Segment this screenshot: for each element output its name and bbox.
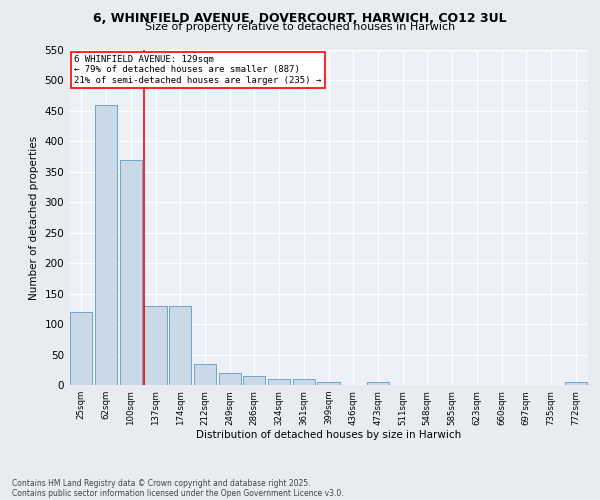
Bar [95, 105, 117, 385]
Bar [169, 306, 191, 385]
Bar [243, 376, 265, 385]
Text: Size of property relative to detached houses in Harwich: Size of property relative to detached ho… [145, 22, 455, 32]
Bar [293, 379, 315, 385]
X-axis label: Distribution of detached houses by size in Harwich: Distribution of detached houses by size … [196, 430, 461, 440]
Bar [70, 312, 92, 385]
Text: Contains public sector information licensed under the Open Government Licence v3: Contains public sector information licen… [12, 488, 344, 498]
Bar [194, 364, 216, 385]
Bar [218, 373, 241, 385]
Text: Contains HM Land Registry data © Crown copyright and database right 2025.: Contains HM Land Registry data © Crown c… [12, 478, 311, 488]
Text: 6 WHINFIELD AVENUE: 129sqm
← 79% of detached houses are smaller (887)
21% of sem: 6 WHINFIELD AVENUE: 129sqm ← 79% of deta… [74, 55, 322, 85]
Bar [268, 379, 290, 385]
Bar [119, 160, 142, 385]
Bar [317, 382, 340, 385]
Bar [367, 382, 389, 385]
Bar [145, 306, 167, 385]
Y-axis label: Number of detached properties: Number of detached properties [29, 136, 39, 300]
Text: 6, WHINFIELD AVENUE, DOVERCOURT, HARWICH, CO12 3UL: 6, WHINFIELD AVENUE, DOVERCOURT, HARWICH… [93, 12, 507, 26]
Bar [565, 382, 587, 385]
